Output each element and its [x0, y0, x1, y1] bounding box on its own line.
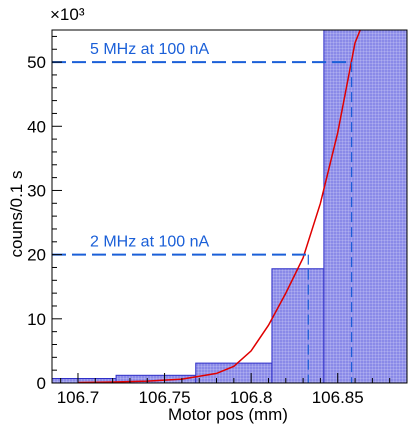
plot-frame — [51, 29, 408, 384]
y-axis: 0 10 20 30 40 50 — [27, 35, 62, 393]
x-axis-title: Motor pos (mm) — [168, 405, 288, 424]
annotations: 5 MHz at 100 nA 2 MHz at 100 nA — [52, 41, 353, 383]
histogram-bars — [51, 29, 408, 384]
y-axis-multiplier: ×10³ — [50, 5, 85, 24]
y-axis-title: couns/0.1 s — [7, 171, 26, 258]
fit-curve — [77, 29, 361, 384]
x-tick-label: 106.7 — [57, 388, 100, 407]
y-tick-label: 20 — [27, 246, 46, 265]
plot-frame-rect — [51, 29, 408, 384]
x-axis: 106.7 106.75 106.8 106.85 — [57, 373, 408, 407]
y-tick-label: 0 — [37, 374, 46, 393]
histogram-bar — [323, 29, 408, 384]
y-tick-label: 10 — [27, 310, 46, 329]
x-tick-label: 106.85 — [312, 388, 364, 407]
histogram-bar — [271, 268, 325, 384]
y-tick-label: 40 — [27, 117, 46, 136]
x-tick-label: 106.75 — [139, 388, 191, 407]
y-tick-label: 50 — [27, 53, 46, 72]
x-tick-label: 106.8 — [230, 388, 273, 407]
annotation-label: 2 MHz at 100 nA — [90, 234, 210, 251]
fit-curve-group — [77, 29, 361, 384]
y-tick-label: 30 — [27, 181, 46, 200]
annotation-label: 5 MHz at 100 nA — [90, 41, 210, 58]
